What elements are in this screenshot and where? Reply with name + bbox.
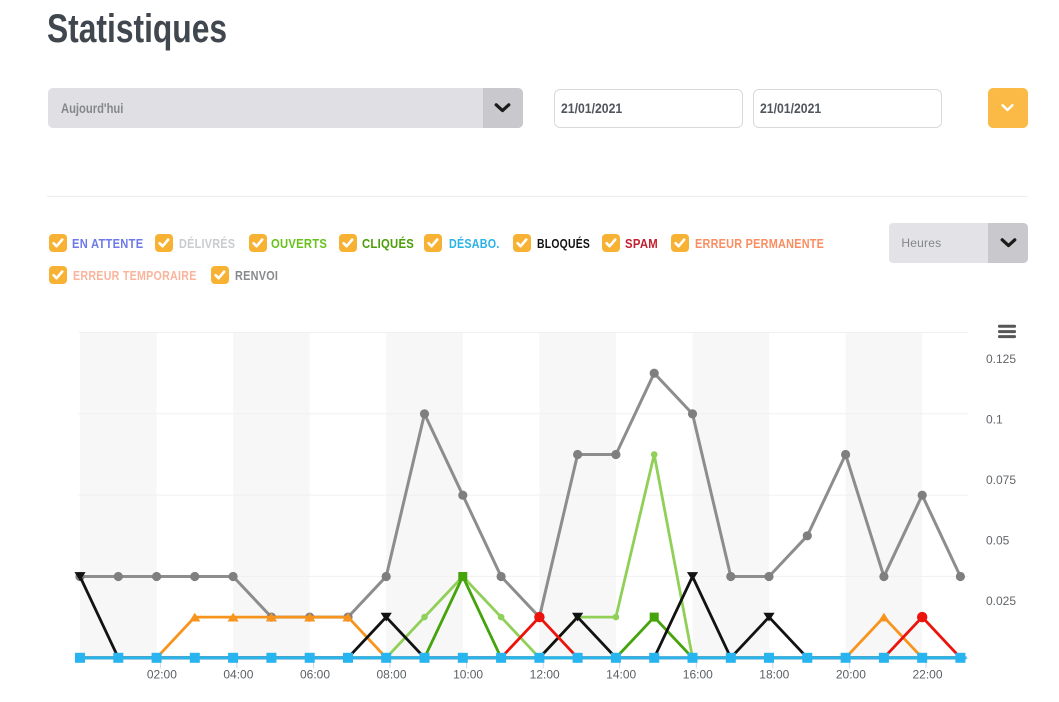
svg-text:20:00: 20:00	[836, 668, 866, 682]
svg-text:02:00: 02:00	[147, 668, 177, 682]
svg-text:10:00: 10:00	[453, 668, 483, 682]
svg-text:18:00: 18:00	[759, 668, 789, 682]
svg-text:04:00: 04:00	[223, 668, 253, 682]
svg-text:16:00: 16:00	[683, 668, 713, 682]
svg-text:08:00: 08:00	[376, 668, 406, 682]
svg-text:0.1: 0.1	[986, 412, 1003, 426]
svg-text:0.025: 0.025	[986, 594, 1016, 608]
svg-text:0.125: 0.125	[986, 352, 1016, 366]
svg-text:12:00: 12:00	[530, 668, 560, 682]
svg-text:22:00: 22:00	[912, 668, 942, 682]
svg-text:14:00: 14:00	[606, 668, 636, 682]
svg-text:0.05: 0.05	[986, 533, 1010, 547]
svg-text:06:00: 06:00	[300, 668, 330, 682]
svg-text:0.075: 0.075	[986, 473, 1016, 487]
